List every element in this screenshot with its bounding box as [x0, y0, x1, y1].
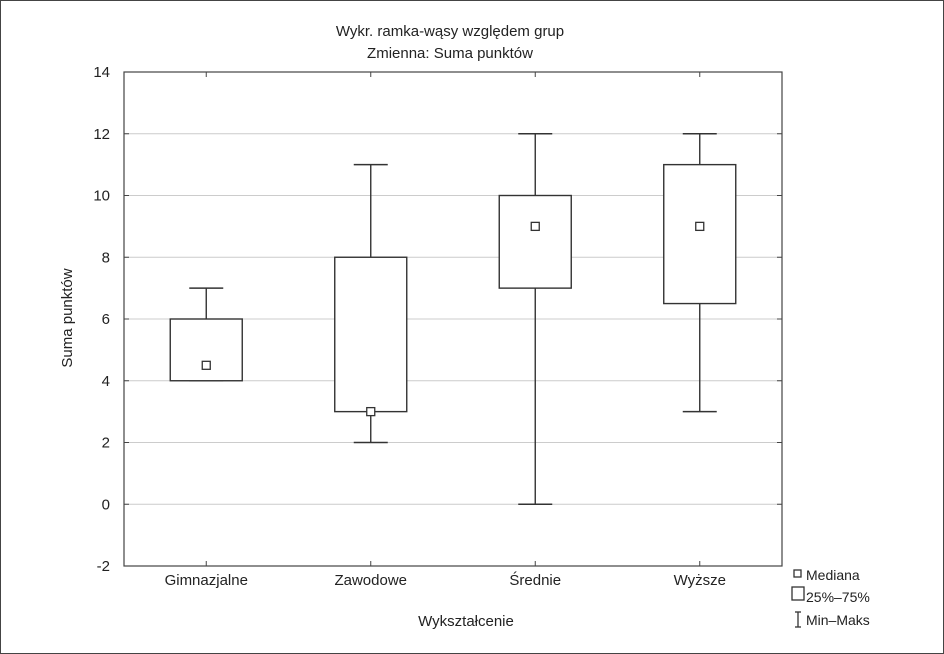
x-tick-label: Zawodowe [334, 572, 407, 589]
box-group [334, 163, 408, 444]
y-tick-label: 4 [102, 373, 110, 390]
y-tick-label: 10 [93, 188, 110, 205]
y-tick-label: 6 [102, 311, 110, 328]
y-tick-label: 12 [93, 126, 110, 143]
box-series [169, 133, 737, 505]
y-axis-label: Suma punktów [59, 268, 76, 367]
median-marker [201, 360, 211, 370]
box-group [663, 133, 737, 413]
legend-box-marker [791, 586, 805, 601]
box-iqr [169, 318, 243, 382]
y-tick-label: 0 [102, 496, 110, 513]
y-tick-label: 8 [102, 249, 110, 266]
legend-label-median: Mediana [806, 567, 860, 583]
legend-median-marker [793, 569, 802, 578]
y-tick-label: 14 [93, 64, 110, 81]
x-axis-ticks: Gimnazjalne Zawodowe Średnie Wyższe [165, 72, 726, 589]
legend-label-box: 25%–75% [806, 589, 870, 605]
box-iqr [663, 163, 737, 305]
legend-label-whisker: Min–Maks [806, 612, 870, 628]
box-iqr [498, 194, 572, 289]
legend: Mediana 25%–75% Min–Maks [791, 567, 870, 628]
x-tick-label: Wyższe [674, 572, 726, 589]
chart-subtitle: Zmienna: Suma punktów [367, 45, 533, 62]
median-marker [530, 221, 540, 232]
y-axis-ticks: -2 0 2 4 6 8 10 12 14 [93, 64, 782, 575]
y-tick-label: 2 [102, 435, 110, 452]
box-iqr [334, 256, 408, 413]
x-tick-label: Gimnazjalne [165, 572, 248, 589]
median-marker [695, 221, 705, 232]
median-marker [366, 406, 376, 417]
y-tick-label: -2 [97, 558, 110, 575]
box-group [498, 133, 572, 505]
box-group [169, 287, 243, 382]
x-tick-label: Średnie [509, 571, 561, 589]
plot-area-frame [123, 71, 783, 567]
x-axis-label: Wykształcenie [418, 613, 514, 630]
chart-title: Wykr. ramka-wąsy względem grup [336, 23, 564, 40]
